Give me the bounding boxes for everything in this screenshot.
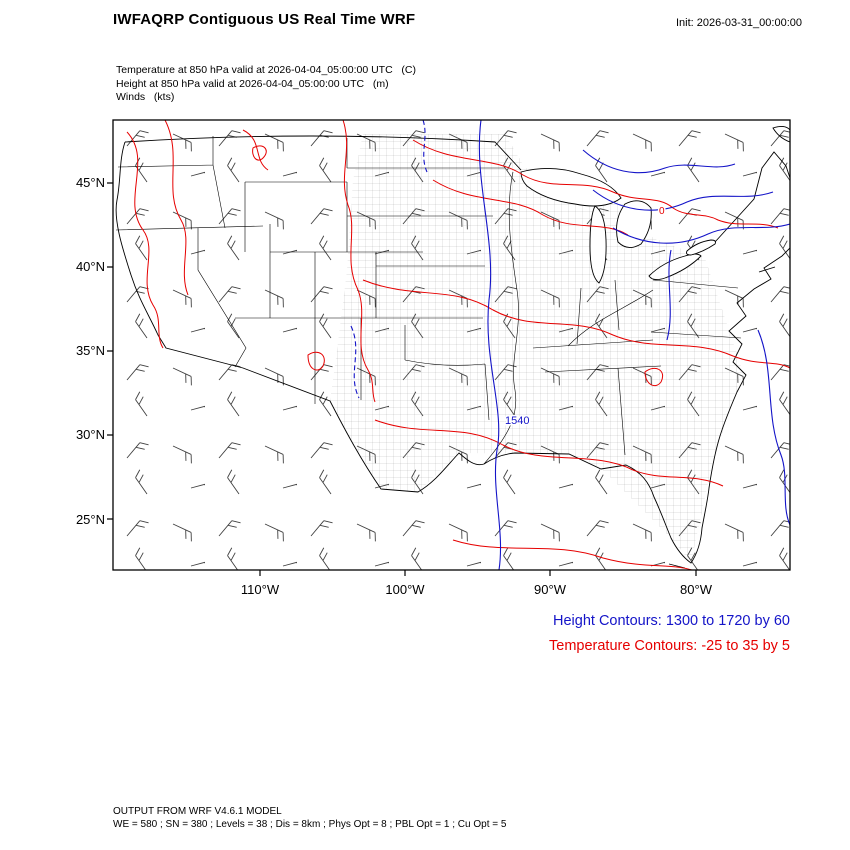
init-time-label: Init: 2026-03-31_00:00:00 (676, 17, 802, 29)
y-axis-label-35n: 35°N (75, 343, 105, 358)
canada-border-path (124, 135, 522, 171)
lake-ontario (686, 239, 716, 256)
height-contour-legend: Height Contours: 1300 to 1720 by 60 (553, 613, 790, 629)
temperature-contours-layer (126, 120, 790, 570)
weather-map: 1540 0 (107, 119, 791, 576)
model-output-line: OUTPUT FROM WRF V4.6.1 MODEL (113, 806, 282, 817)
temperature-field-label: Temperature at 850 hPa valid at 2026-04-… (116, 64, 417, 76)
us-coastline-path (115, 141, 790, 564)
field-description-block: Temperature at 850 hPa valid at 2026-04-… (116, 64, 416, 105)
y-axis-label-40n: 40°N (75, 259, 105, 274)
map-frame (112, 119, 791, 571)
y-axis-label-25n: 25°N (75, 512, 105, 527)
temperature-contour-legend: Temperature Contours: -25 to 35 by 5 (549, 638, 790, 654)
plot-title: IWFAQRP Contiguous US Real Time WRF (113, 11, 416, 28)
y-axis-ticks (107, 182, 113, 520)
height-contour-label-1540: 1540 (505, 415, 529, 427)
model-info-footer: OUTPUT FROM WRF V4.6.1 MODEL WE = 580 ; … (113, 806, 506, 831)
lake-huron (616, 200, 652, 248)
temperature-contour-label-0: 0 (659, 206, 665, 217)
x-axis-label-80w: 80°W (680, 582, 712, 597)
coastline-layer (115, 125, 790, 569)
x-axis-ticks (259, 570, 697, 576)
state-boundaries-layer (115, 136, 742, 465)
y-axis-label-30n: 30°N (75, 427, 105, 442)
contour-legend: Height Contours: 1300 to 1720 by 60 Temp… (549, 609, 790, 659)
state-lines-east (532, 279, 742, 456)
y-axis-label-45n: 45°N (75, 175, 105, 190)
x-axis-label-100w: 100°W (385, 582, 425, 597)
mississippi-river (483, 171, 519, 465)
x-axis-label-110w: 110°W (240, 582, 280, 597)
long-island (758, 266, 776, 273)
lake-superior (520, 168, 622, 207)
winds-field-label: Winds (kts) (116, 91, 175, 103)
northeast-border-path (714, 151, 790, 243)
lake-erie (648, 253, 702, 281)
height-contours-layer (350, 120, 790, 570)
lake-michigan (589, 205, 607, 284)
model-config-line: WE = 580 ; SN = 380 ; Levels = 38 ; Dis … (113, 818, 507, 830)
height-field-label: Height at 850 hPa valid at 2026-04-04_05… (116, 77, 389, 90)
x-axis-label-90w: 90°W (534, 582, 566, 597)
maritime-land-fragment (772, 125, 790, 143)
